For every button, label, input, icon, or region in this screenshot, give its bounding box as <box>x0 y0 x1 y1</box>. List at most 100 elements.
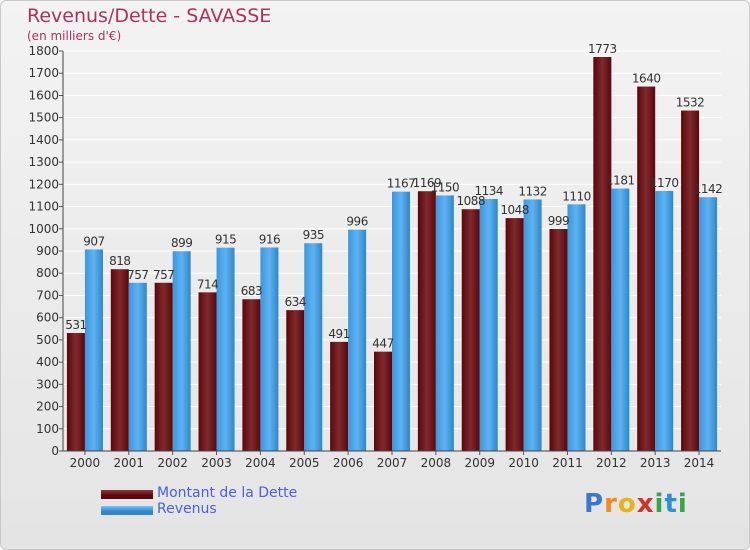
data-label-revenue: 1142 <box>694 182 723 196</box>
bar-revenue <box>84 249 103 451</box>
data-label-revenue: 1132 <box>518 184 547 198</box>
bar-revenue <box>523 199 542 451</box>
data-label-revenue: 757 <box>127 268 148 282</box>
data-label-debt: 1048 <box>500 203 529 217</box>
bar-debt <box>637 86 656 452</box>
legend-swatch-debt <box>101 490 153 499</box>
data-label-debt: 714 <box>197 277 218 291</box>
logo-letter: x <box>636 489 655 519</box>
data-label-debt: 1532 <box>676 96 705 110</box>
data-label-revenue: 1150 <box>431 180 460 194</box>
y-tick-label: 1600 <box>28 88 59 102</box>
data-label-revenue: 899 <box>171 236 192 250</box>
bar-revenue <box>304 243 323 451</box>
x-tick-label: 2012 <box>596 456 627 470</box>
proxiti-logo: Proxiti <box>584 489 688 519</box>
y-tick-label: 900 <box>36 244 59 258</box>
y-tick-label: 1200 <box>28 177 59 191</box>
chart-title: Revenus/Dette - SAVASSE <box>27 5 272 27</box>
y-tick-label: 1400 <box>28 133 59 147</box>
data-label-revenue: 1110 <box>562 189 591 203</box>
bar-debt <box>417 191 436 451</box>
x-tick-label: 2002 <box>157 456 188 470</box>
x-tick-label: 2003 <box>201 456 232 470</box>
y-tick-label: 500 <box>36 333 59 347</box>
y-tick-label: 700 <box>36 288 59 302</box>
data-label-debt: 999 <box>548 214 569 228</box>
bar-debt <box>461 209 480 451</box>
data-label-revenue: 1167 <box>387 177 416 191</box>
bar-revenue <box>348 229 367 451</box>
data-label-revenue: 1134 <box>474 184 503 198</box>
y-tick-label: 100 <box>36 422 59 436</box>
data-label-revenue: 916 <box>259 232 280 246</box>
data-label-debt: 818 <box>109 254 130 268</box>
bar-debt <box>681 110 700 452</box>
logo-letter: i <box>654 489 665 519</box>
data-label-debt: 531 <box>65 318 86 332</box>
bar-revenue <box>699 197 718 451</box>
x-tick-label: 2011 <box>552 456 583 470</box>
bar-revenue <box>567 204 586 451</box>
legend-label-revenue: Revenus <box>157 501 217 517</box>
bar-revenue <box>128 282 147 451</box>
x-tick-label: 2001 <box>114 456 145 470</box>
bar-debt <box>110 269 129 451</box>
y-tick-label: 1100 <box>28 200 59 214</box>
data-label-debt: 757 <box>153 268 174 282</box>
data-label-debt: 634 <box>285 295 306 309</box>
data-label-debt: 1773 <box>588 42 617 56</box>
bar-debt <box>242 299 261 451</box>
data-label-debt: 1088 <box>456 194 485 208</box>
data-label-revenue: 1170 <box>650 176 679 190</box>
x-tick-label: 2007 <box>377 456 408 470</box>
x-tick-label: 2000 <box>70 456 101 470</box>
logo-letter: t <box>664 489 678 519</box>
x-tick-label: 2006 <box>333 456 364 470</box>
x-tick-label: 2010 <box>508 456 539 470</box>
logo-letter: i <box>677 489 688 519</box>
logo-letter: o <box>617 489 637 519</box>
bar-debt <box>374 351 392 451</box>
bar-debt <box>549 229 568 451</box>
y-tick-label: 1500 <box>28 111 59 125</box>
bar-revenue <box>435 195 454 451</box>
data-label-revenue: 915 <box>215 233 236 247</box>
y-tick-label: 0 <box>51 444 59 458</box>
bar-revenue <box>260 247 279 451</box>
data-label-debt: 447 <box>372 337 393 351</box>
data-label-debt: 1640 <box>632 72 661 86</box>
y-tick-label: 200 <box>36 400 59 414</box>
data-label-debt: 683 <box>241 284 262 298</box>
x-tick-label: 2005 <box>289 456 320 470</box>
y-tick-label: 1800 <box>28 44 59 58</box>
logo-letter: r <box>604 489 618 519</box>
y-tick-label: 1700 <box>28 66 59 80</box>
bar-debt <box>286 310 305 451</box>
legend-swatch-revenue <box>101 506 153 515</box>
x-tick-label: 2009 <box>464 456 495 470</box>
x-tick-label: 2004 <box>245 456 276 470</box>
bar-revenue <box>216 247 235 451</box>
data-label-debt: 1169 <box>413 176 442 190</box>
y-tick-label: 1000 <box>28 222 59 236</box>
data-label-revenue: 935 <box>303 228 324 242</box>
bar-debt <box>198 292 217 451</box>
bar-revenue <box>479 199 498 451</box>
x-tick-label: 2014 <box>684 456 715 470</box>
logo-letter: P <box>584 489 605 519</box>
y-tick-label: 800 <box>36 266 59 280</box>
legend-label-debt: Montant de la Dette <box>157 485 298 501</box>
bar-revenue <box>655 191 674 451</box>
y-tick-label: 600 <box>36 311 59 325</box>
bar-debt <box>593 57 612 451</box>
data-label-revenue: 1181 <box>606 174 635 188</box>
y-tick-label: 300 <box>36 377 59 391</box>
x-tick-label: 2013 <box>640 456 671 470</box>
x-tick-label: 2008 <box>421 456 452 470</box>
bar-revenue <box>172 251 191 451</box>
data-label-revenue: 907 <box>83 234 104 248</box>
bar-revenue <box>611 188 630 452</box>
